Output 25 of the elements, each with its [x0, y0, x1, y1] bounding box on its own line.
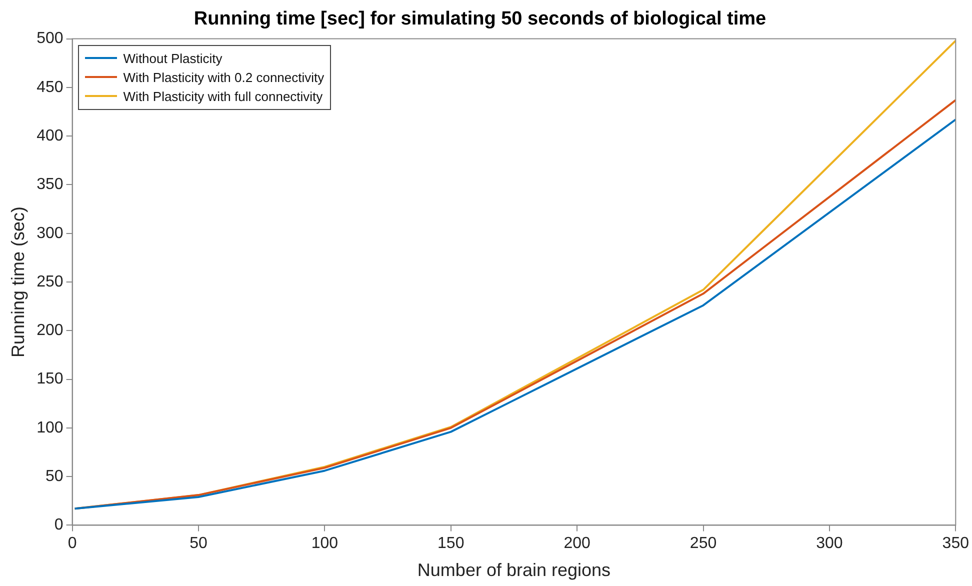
- y-tick-label: 350: [36, 176, 64, 194]
- y-axis-title: Running time (sec): [8, 206, 28, 358]
- y-tick-label: 50: [46, 468, 64, 485]
- legend-label: With Plasticity with full connectivity: [123, 88, 323, 104]
- x-axis-title: Number of brain regions: [417, 560, 611, 580]
- y-tick-label: 0: [54, 516, 64, 534]
- y-tick-label: 200: [36, 322, 64, 340]
- x-tick-label: 350: [942, 535, 970, 552]
- x-tick-label: 200: [564, 535, 591, 552]
- y-tick-label: 400: [36, 127, 64, 144]
- x-tick-label: 300: [816, 535, 843, 552]
- legend-label: With Plasticity with 0.2 connectivity: [123, 70, 324, 85]
- legend-label: Without Plasticity: [123, 50, 222, 66]
- x-tick-label: 50: [190, 535, 208, 552]
- x-tick-label: 250: [690, 535, 717, 552]
- y-tick-label: 500: [36, 30, 64, 48]
- y-tick-label: 250: [36, 273, 64, 290]
- y-tick-label: 150: [36, 370, 64, 388]
- x-tick-label: 0: [68, 535, 77, 552]
- y-tick-label: 450: [36, 78, 64, 96]
- chart-title: Running time [sec] for simulating 50 seconds of biological time: [194, 8, 766, 30]
- x-tick-label: 150: [438, 535, 464, 552]
- x-tick-label: 100: [311, 535, 338, 552]
- y-tick-label: 100: [36, 419, 64, 436]
- y-tick-label: 300: [36, 224, 64, 242]
